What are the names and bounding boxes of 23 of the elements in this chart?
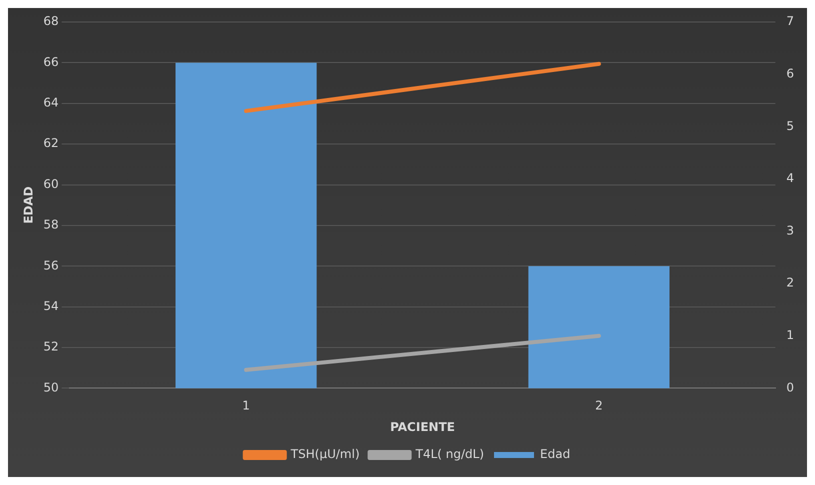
y2-tick-label: 2 [786, 276, 794, 290]
y-tick-label: 62 [43, 136, 59, 150]
legend-label: T4L( ng/dL) [414, 447, 484, 462]
y2-tick-label: 3 [786, 223, 794, 238]
y-tick-label: 58 [43, 218, 59, 232]
y2-tick-label: 1 [786, 328, 794, 342]
y-tick-label: 68 [43, 14, 59, 28]
y-tick-label: 64 [43, 96, 59, 110]
y-axis-title: EDAD [21, 186, 36, 224]
y-tick-label: 56 [43, 258, 59, 272]
y-tick-label: 60 [43, 176, 59, 191]
y-tick-label: 54 [43, 298, 59, 313]
y-tick-label: 66 [43, 54, 59, 69]
y2-tick-label: 7 [786, 14, 794, 28]
y2-tick-label: 0 [786, 380, 794, 394]
y-tick-label: 52 [43, 340, 59, 354]
y2-tick-label: 5 [786, 118, 794, 133]
x-axis-title: PACIENTE [390, 420, 455, 434]
legend-label: Edad [540, 447, 570, 462]
y-tick-label: 50 [43, 380, 59, 394]
legend-label: TSH(µU/ml) [290, 447, 360, 462]
y2-tick-label: 4 [786, 171, 794, 186]
y2-tick-label: 6 [786, 66, 794, 80]
